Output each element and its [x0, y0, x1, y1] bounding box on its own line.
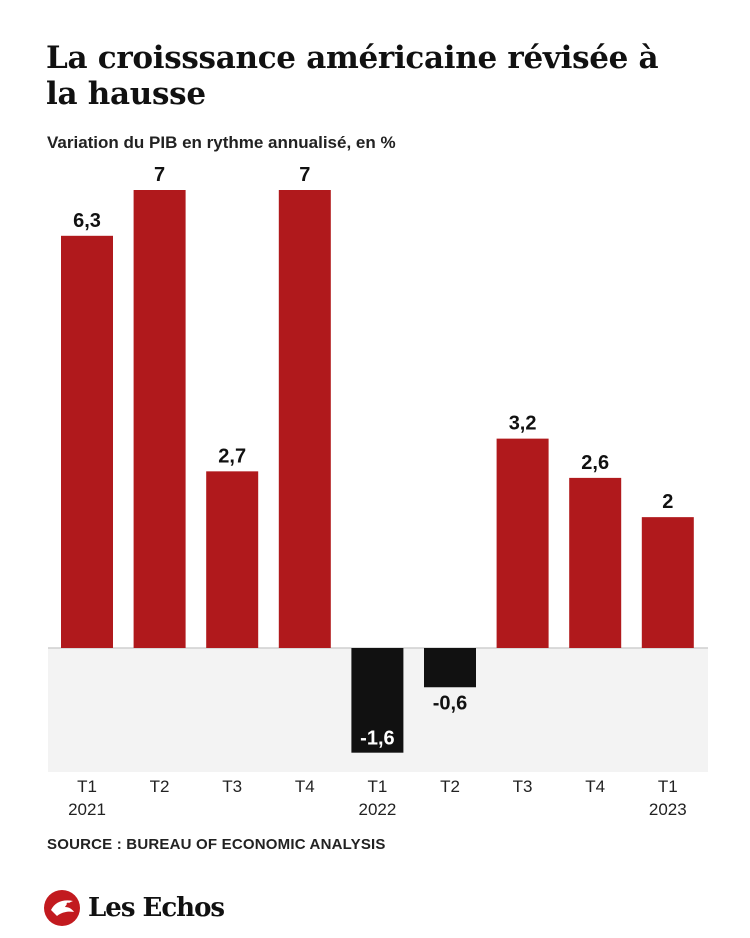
chart-title: La croisssance américaine révisée à la h… — [46, 40, 659, 112]
bar — [278, 190, 331, 648]
bar — [424, 648, 476, 688]
source-note: SOURCE : BUREAU OF ECONOMIC ANALYSIS — [47, 836, 386, 853]
x-tick-year: 2023 — [649, 800, 687, 819]
x-tick-label: T1 — [77, 777, 97, 796]
bar — [61, 235, 113, 649]
x-tick-label: T4 — [585, 777, 605, 796]
data-label: -0,6 — [433, 692, 467, 714]
data-label: 3,2 — [509, 413, 537, 435]
x-tick-label: T2 — [440, 777, 460, 796]
bar — [569, 477, 622, 648]
bar — [641, 517, 694, 648]
x-tick-label: T1 — [658, 777, 678, 796]
data-label: 6,3 — [73, 210, 101, 232]
data-label: -1,6 — [360, 728, 394, 750]
x-tick-year: 2022 — [358, 800, 396, 819]
data-label: 2,7 — [218, 445, 246, 467]
bar — [206, 471, 259, 648]
bar — [496, 438, 549, 648]
x-tick-label: T1 — [367, 777, 387, 796]
x-tick-label: T3 — [222, 777, 242, 796]
data-label: 7 — [154, 164, 165, 186]
data-label: 2 — [662, 491, 673, 513]
data-label: 7 — [299, 164, 310, 186]
data-label: 2,6 — [581, 452, 609, 474]
x-tick-label: T3 — [513, 777, 533, 796]
les-echos-logo-icon — [44, 890, 80, 926]
brand-logo: Les Echos — [44, 888, 225, 928]
bar — [351, 648, 404, 753]
chart-subtitle: Variation du PIB en rythme annualisé, en… — [47, 133, 396, 152]
x-tick-label: T2 — [150, 777, 170, 796]
x-tick-year: 2021 — [68, 800, 106, 819]
bar — [133, 190, 186, 648]
x-tick-label: T4 — [295, 777, 315, 796]
bar-chart: 6,3 T1 2021 7 T2 2,7 T3 7 T4 -1,6 T1 2022 -0,6 T2 3,2 T… — [48, 164, 708, 819]
brand-name: Les Echos — [88, 893, 225, 923]
